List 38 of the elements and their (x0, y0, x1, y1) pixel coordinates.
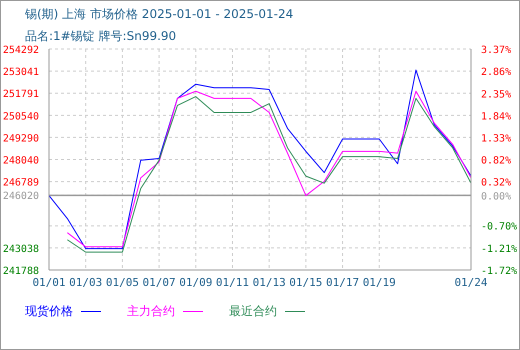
y-tick-label: 250540 (2, 111, 39, 122)
chart-subtitle: 品名:1#锡锭 牌号:Sn99.90 (25, 28, 176, 45)
legend-label: 主力合约 (127, 303, 175, 320)
x-tick-label: 01/05 (106, 276, 139, 289)
y-tick-label: 253041 (2, 67, 39, 78)
y-tick-label: 243038 (2, 244, 39, 255)
legend-label: 现货价格 (25, 303, 73, 320)
y2-tick-label: 2.86% (481, 67, 512, 78)
y2-tick-label: -0.70% (481, 222, 518, 233)
y-tick-label: 251791 (2, 89, 39, 100)
x-tick-label: 01/03 (69, 276, 102, 289)
line-series (49, 70, 471, 250)
y2-tick-label: 2.35% (481, 89, 512, 100)
y2-tick-label: -1.21% (481, 244, 518, 255)
y-tick-label: 246020 (2, 191, 39, 202)
y-tick-label: 249290 (2, 133, 39, 144)
y2-tick-label: 0.82% (481, 156, 512, 167)
x-tick-label: 01/13 (252, 276, 286, 289)
y-tick-label: 241788 (2, 266, 39, 277)
x-tick-label: 01/11 (216, 276, 250, 289)
x-tick-label: 01/09 (179, 276, 212, 289)
x-tick-label: 01/15 (289, 276, 322, 289)
y-tick-label: 246789 (2, 178, 39, 189)
legend-label: 最近合约 (229, 303, 277, 320)
y2-tick-label: 1.33% (481, 134, 512, 145)
y2-tick-label: 0.32% (481, 177, 512, 188)
x-tick-label: 01/17 (326, 276, 360, 289)
y-tick-label: 254292 (2, 45, 39, 56)
y-tick-label: 248040 (2, 156, 39, 166)
y2-tick-label: 0.00% (481, 191, 512, 202)
x-tick-label: 01/24 (454, 276, 488, 289)
y2-tick-label: -1.72% (481, 266, 518, 277)
y2-tick-label: 1.84% (481, 111, 512, 122)
x-tick-label: 01/01 (32, 276, 66, 289)
y2-tick-label: 3.37% (481, 45, 512, 56)
x-tick-label: 01/07 (142, 276, 176, 289)
chart-title: 锡(期) 上海 市场价格 2025-01-01 - 2025-01-24 (25, 6, 294, 23)
x-tick-label: 01/19 (362, 276, 396, 289)
